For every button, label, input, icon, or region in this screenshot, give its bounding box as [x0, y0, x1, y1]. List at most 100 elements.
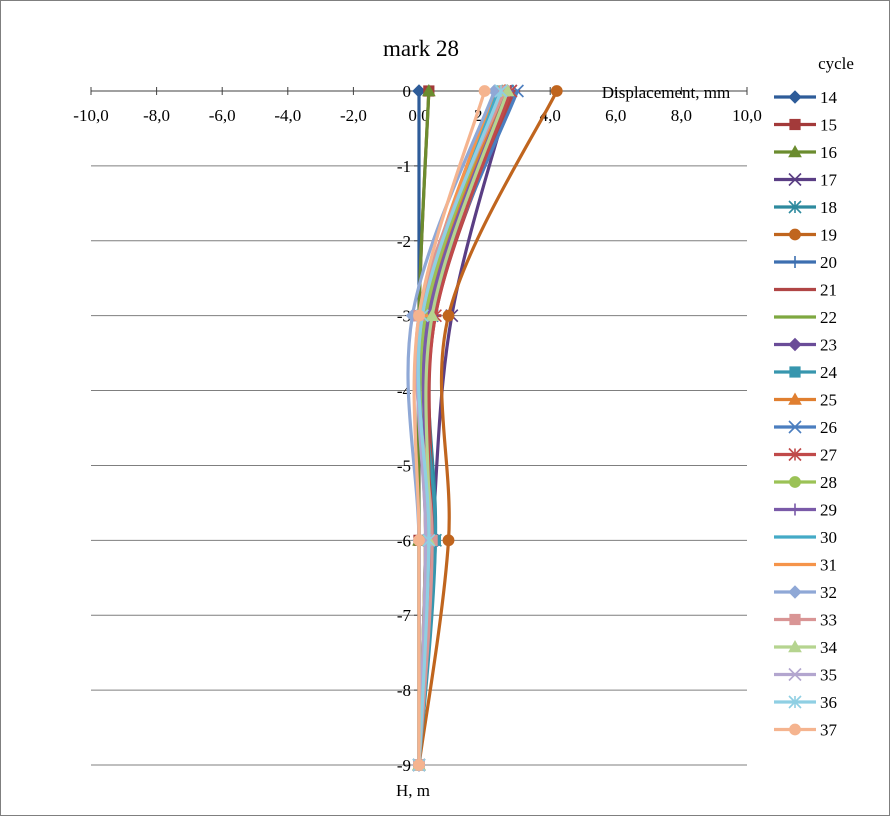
y-tick-label: -2: [397, 232, 411, 251]
data-point: [788, 585, 802, 599]
legend-item: 22: [774, 308, 837, 327]
data-point: [550, 85, 563, 97]
data-point: [425, 308, 439, 321]
legend-label: 14: [820, 88, 838, 107]
legend-label: 17: [820, 171, 838, 190]
series-layer: [405, 83, 563, 772]
series-line: [412, 89, 487, 767]
legend-item: 28: [774, 473, 837, 492]
x-tick-labels: -10,0 -8,0 -6,0 -4,0 -2,0 0,0 2,0 4,0 6,0 8,0 10,0: [73, 106, 762, 125]
x-axis-title: Displacement, mm: [602, 83, 730, 102]
legend-label: 24: [820, 363, 838, 382]
y-tick-label: -9: [397, 756, 411, 775]
data-point: [442, 534, 455, 547]
legend-label: 33: [820, 611, 837, 630]
data-point: [788, 90, 802, 104]
legend-label: 22: [820, 308, 837, 327]
y-tick-label: 0: [403, 82, 412, 101]
series-19: [413, 85, 563, 771]
data-point: [412, 84, 426, 98]
legend-label: 23: [820, 336, 837, 355]
legend: cycle 14 15 16 17 18 19 20 21 22 23 24 25 26 27 28 29 30…: [774, 54, 854, 740]
legend-item: 15: [774, 116, 837, 135]
legend-label: 28: [820, 473, 837, 492]
series-line: [417, 89, 559, 767]
legend-item: 17: [774, 171, 838, 190]
data-point: [478, 85, 491, 97]
legend-item: 37: [774, 721, 838, 740]
data-point: [789, 476, 801, 488]
legend-item: 23: [774, 336, 837, 355]
data-point: [494, 84, 508, 98]
data-point: [789, 503, 801, 516]
legend-item: 27: [774, 446, 838, 465]
legend-item: 31: [774, 556, 837, 575]
series-37: [412, 85, 491, 771]
legend-label: 30: [820, 528, 837, 547]
legend-label: 19: [820, 226, 837, 245]
y-tick-label: -7: [397, 606, 412, 625]
legend-label: 37: [820, 721, 838, 740]
legend-item: 32: [774, 583, 837, 602]
data-point: [789, 366, 801, 378]
series-line: [416, 89, 503, 767]
y-tick-label: -3: [397, 307, 411, 326]
data-point: [788, 447, 802, 462]
legend-label: 31: [820, 556, 837, 575]
x-tick-label: -6,0: [209, 106, 236, 125]
legend-item: 16: [774, 143, 837, 162]
legend-label: 32: [820, 583, 837, 602]
legend-item: 24: [774, 363, 838, 382]
legend-label: 21: [820, 281, 837, 300]
data-point: [788, 337, 802, 352]
data-point: [788, 695, 802, 709]
legend-item: 21: [774, 281, 837, 300]
data-point: [788, 200, 802, 214]
data-point: [413, 534, 425, 547]
data-point: [500, 83, 515, 97]
x-tick-label: -2,0: [340, 106, 367, 125]
chart-title: mark 28: [383, 36, 459, 61]
legend-item: 14: [774, 88, 838, 107]
legend-label: 34: [820, 638, 838, 657]
legend-label: 20: [820, 253, 837, 272]
legend-label: 15: [820, 116, 837, 135]
legend-title: cycle: [818, 54, 854, 73]
data-point: [789, 613, 801, 626]
legend-item: 33: [774, 611, 837, 630]
data-point: [788, 639, 802, 653]
x-tick-label: 8,0: [671, 106, 692, 125]
legend-item: 18: [774, 198, 837, 217]
legend-label: 18: [820, 198, 837, 217]
x-tick-label: -4,0: [274, 106, 301, 125]
legend-item: 35: [774, 666, 837, 685]
legend-item: 30: [774, 528, 837, 547]
x-tick-label: 6,0: [605, 106, 626, 125]
x-tick-label: -10,0: [73, 106, 108, 125]
y-axis-title: H, m: [396, 781, 430, 800]
data-point: [788, 144, 802, 158]
data-point: [789, 256, 801, 268]
legend-label: 26: [820, 418, 837, 437]
data-point: [788, 172, 802, 187]
data-point: [788, 420, 802, 434]
legend-label: 25: [820, 391, 837, 410]
data-point: [789, 228, 801, 241]
data-point: [789, 723, 801, 736]
legend-item: 36: [774, 693, 837, 712]
legend-item: 29: [774, 501, 837, 520]
legend-label: 27: [820, 446, 838, 465]
legend-item: 34: [774, 638, 838, 657]
x-tick-label: -8,0: [143, 106, 170, 125]
y-tick-label: -6: [397, 531, 411, 550]
y-tick-label: -8: [397, 681, 411, 700]
data-point: [788, 667, 802, 682]
legend-label: 35: [820, 666, 837, 685]
data-point: [413, 309, 425, 322]
legend-label: 16: [820, 143, 837, 162]
y-tick-label: -5: [397, 456, 411, 475]
data-point: [413, 759, 425, 771]
data-point: [788, 392, 802, 405]
